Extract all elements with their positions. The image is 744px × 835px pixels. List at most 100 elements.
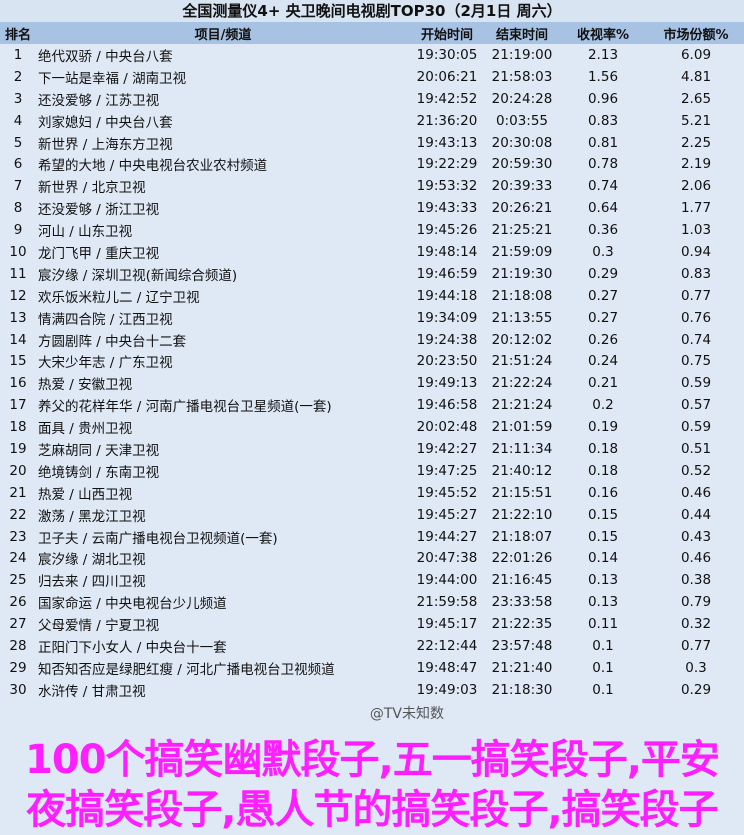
cell-start-time: 21:36:20 bbox=[416, 112, 478, 129]
table-row: 19 芝麻胡同 / 天津卫视 19:42:27 21:11:34 0.18 0.51 bbox=[0, 438, 744, 460]
cell-program: 欢乐饭米粒儿二 / 辽宁卫视 bbox=[38, 289, 200, 306]
cell-program: 刘家媳妇 / 中央台八套 bbox=[38, 114, 173, 131]
cell-rank: 17 bbox=[9, 397, 27, 414]
cell-start-time: 19:53:32 bbox=[416, 178, 478, 195]
cell-program: 绝代双骄 / 中央台八套 bbox=[38, 48, 173, 65]
cell-rank: 8 bbox=[13, 200, 23, 217]
cell-start-time: 19:42:27 bbox=[416, 440, 478, 457]
cell-rank: 15 bbox=[9, 353, 27, 370]
cell-end-time: 21:21:24 bbox=[491, 397, 553, 414]
cell-rank: 2 bbox=[13, 68, 23, 85]
cell-end-time: 21:11:34 bbox=[491, 440, 553, 457]
cell-end-time: 22:01:26 bbox=[491, 550, 553, 567]
cell-start-time: 19:48:14 bbox=[416, 243, 478, 260]
cell-rating: 0.74 bbox=[587, 178, 619, 195]
cell-rank: 24 bbox=[9, 550, 27, 567]
header-rank: 排名 bbox=[4, 27, 31, 43]
cell-rating: 0.3 bbox=[592, 243, 614, 260]
cell-share: 0.74 bbox=[680, 331, 712, 348]
cell-share: 0.43 bbox=[680, 528, 712, 545]
cell-share: 0.77 bbox=[680, 287, 712, 304]
table-row: 3 还没爱够 / 江苏卫视 19:42:52 20:24:28 0.96 2.65 bbox=[0, 88, 744, 110]
cell-rating: 0.36 bbox=[587, 222, 619, 239]
cell-rating: 0.78 bbox=[587, 156, 619, 173]
cell-rank: 13 bbox=[9, 309, 27, 326]
table-row: 13 情满四合院 / 江西卫视 19:34:09 21:13:55 0.27 0.76 bbox=[0, 307, 744, 329]
cell-share: 0.46 bbox=[680, 550, 712, 567]
table-row: 12 欢乐饭米粒儿二 / 辽宁卫视 19:44:18 21:18:08 0.27 0.77 bbox=[0, 285, 744, 307]
cell-program: 热爱 / 山西卫视 bbox=[38, 486, 133, 503]
cell-end-time: 21:19:00 bbox=[491, 46, 553, 63]
cell-rank: 18 bbox=[9, 419, 27, 436]
cell-share: 0.76 bbox=[680, 309, 712, 326]
cell-rating: 0.13 bbox=[587, 594, 619, 611]
cell-start-time: 19:44:18 bbox=[416, 287, 478, 304]
cell-share: 0.32 bbox=[680, 616, 712, 633]
cell-start-time: 22:12:44 bbox=[416, 637, 478, 654]
cell-end-time: 20:24:28 bbox=[491, 90, 553, 107]
cell-program: 知否知否应是绿肥红瘦 / 河北广播电视台卫视频道 bbox=[38, 661, 335, 678]
cell-rank: 9 bbox=[13, 222, 23, 239]
cell-program: 热爱 / 安徽卫视 bbox=[38, 377, 133, 394]
cell-start-time: 19:34:09 bbox=[416, 309, 478, 326]
table-row: 1 绝代双骄 / 中央台八套 19:30:05 21:19:00 2.13 6.09 bbox=[0, 44, 744, 66]
cell-share: 0.46 bbox=[680, 484, 712, 501]
table-row: 24 宸汐缘 / 湖北卫视 20:47:38 22:01:26 0.14 0.46 bbox=[0, 547, 744, 569]
header-share: 市场份额% bbox=[663, 27, 729, 43]
table-row: 22 激荡 / 黑龙江卫视 19:45:27 21:22:10 0.15 0.44 bbox=[0, 504, 744, 526]
cell-end-time: 21:21:40 bbox=[491, 659, 553, 676]
cell-start-time: 19:45:52 bbox=[416, 484, 478, 501]
cell-program: 龙门飞甲 / 重庆卫视 bbox=[38, 245, 160, 262]
cell-program: 下一站是幸福 / 湖南卫视 bbox=[38, 70, 187, 87]
cell-share: 0.29 bbox=[680, 681, 712, 698]
cell-rank: 20 bbox=[9, 462, 27, 479]
cell-program: 新世界 / 北京卫视 bbox=[38, 180, 146, 197]
cell-program: 归去来 / 四川卫视 bbox=[38, 574, 146, 591]
cell-end-time: 20:59:30 bbox=[491, 156, 553, 173]
cell-rating: 0.26 bbox=[587, 331, 619, 348]
cell-start-time: 19:48:47 bbox=[416, 659, 478, 676]
cell-share: 0.44 bbox=[680, 506, 712, 523]
cell-rating: 0.24 bbox=[587, 353, 619, 370]
cell-program: 新世界 / 上海东方卫视 bbox=[38, 136, 173, 153]
cell-start-time: 20:23:50 bbox=[416, 353, 478, 370]
cell-end-time: 23:33:58 bbox=[491, 594, 553, 611]
cell-rating: 0.2 bbox=[592, 397, 614, 414]
cell-rating: 0.1 bbox=[592, 681, 614, 698]
cell-rating: 2.13 bbox=[587, 46, 619, 63]
cell-rating: 0.96 bbox=[587, 90, 619, 107]
cell-rank: 14 bbox=[9, 331, 27, 348]
cell-rank: 5 bbox=[13, 134, 23, 151]
cell-program: 芝麻胡同 / 天津卫视 bbox=[38, 442, 160, 459]
cell-rating: 0.29 bbox=[587, 265, 619, 282]
table-row: 17 养父的花样年华 / 河南广播电视台卫星频道(一套) 19:46:58 21:21… bbox=[0, 394, 744, 416]
cell-rating: 0.18 bbox=[587, 462, 619, 479]
cell-share: 1.77 bbox=[680, 200, 712, 217]
cell-program: 父母爱情 / 宁夏卫视 bbox=[38, 618, 160, 635]
table-row: 21 热爱 / 山西卫视 19:45:52 21:15:51 0.16 0.46 bbox=[0, 482, 744, 504]
cell-rank: 29 bbox=[9, 659, 27, 676]
table-row: 25 归去来 / 四川卫视 19:44:00 21:16:45 0.13 0.38 bbox=[0, 569, 744, 591]
cell-end-time: 21:18:30 bbox=[491, 681, 553, 698]
cell-share: 1.03 bbox=[680, 222, 712, 239]
cell-start-time: 19:47:25 bbox=[416, 462, 478, 479]
cell-program: 面具 / 贵州卫视 bbox=[38, 421, 133, 438]
cell-share: 2.06 bbox=[680, 178, 712, 195]
cell-rating: 0.1 bbox=[592, 637, 614, 654]
table-row: 8 还没爱够 / 浙江卫视 19:43:33 20:26:21 0.64 1.77 bbox=[0, 197, 744, 219]
cell-program: 宸汐缘 / 湖北卫视 bbox=[38, 552, 146, 569]
cell-program: 水浒传 / 甘肃卫视 bbox=[38, 683, 146, 700]
cell-rank: 4 bbox=[13, 112, 23, 129]
cell-program: 还没爱够 / 浙江卫视 bbox=[38, 202, 160, 219]
cell-rank: 27 bbox=[9, 616, 27, 633]
cell-end-time: 21:58:03 bbox=[491, 68, 553, 85]
cell-end-time: 23:57:48 bbox=[491, 637, 553, 654]
table-row: 29 知否知否应是绿肥红瘦 / 河北广播电视台卫视频道 19:48:47 21:21:… bbox=[0, 657, 744, 679]
cell-rank: 19 bbox=[9, 440, 27, 457]
cell-rank: 10 bbox=[9, 243, 27, 260]
header-program: 项目/频道 bbox=[194, 27, 252, 43]
cell-end-time: 21:01:59 bbox=[491, 419, 553, 436]
table-row: 2 下一站是幸福 / 湖南卫视 20:06:21 21:58:03 1.56 4.81 bbox=[0, 66, 744, 88]
cell-rank: 12 bbox=[9, 287, 27, 304]
cell-share: 2.19 bbox=[680, 156, 712, 173]
